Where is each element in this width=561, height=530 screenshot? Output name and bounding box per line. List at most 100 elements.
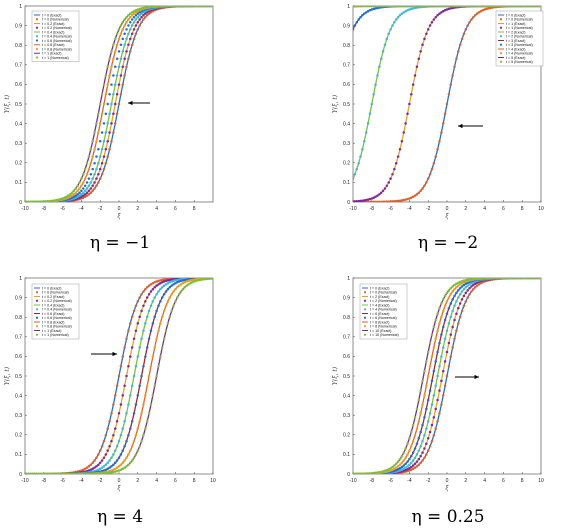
series-point (162, 284, 166, 287)
series-point (72, 195, 76, 199)
series-point (372, 471, 375, 474)
series-point (473, 278, 477, 281)
series-point (142, 403, 145, 406)
series-point (177, 278, 181, 281)
series-point (481, 6, 484, 8)
series-point (164, 283, 168, 286)
series-point (440, 131, 443, 134)
series-point (475, 12, 479, 15)
series-point (142, 14, 145, 17)
series-point (95, 456, 98, 459)
legend-swatch (499, 18, 503, 21)
series-point (164, 290, 168, 293)
series-point (376, 194, 379, 197)
series-point (85, 472, 89, 474)
series-point (110, 439, 113, 443)
series-point (123, 24, 126, 27)
x-tick-label: 10 (538, 478, 544, 484)
series-point (80, 177, 83, 180)
series-point (102, 456, 106, 459)
series-point (168, 281, 172, 284)
x-tick-label: 6 (174, 206, 177, 212)
series-point (97, 453, 100, 456)
series-point (460, 281, 464, 285)
series-point (177, 293, 181, 296)
series-point (119, 32, 123, 36)
series-point (391, 172, 394, 176)
series-point (85, 191, 89, 194)
series-point (145, 296, 149, 299)
series-point (100, 112, 104, 116)
series-point (123, 32, 126, 36)
y-axis-label: Y(ξ, t) (332, 94, 339, 113)
series-point (144, 287, 147, 291)
series-point (159, 355, 162, 358)
series-point (119, 74, 123, 77)
series-point (434, 155, 437, 158)
y-tick-label: 0.9 (343, 295, 350, 301)
series-point (134, 14, 138, 17)
series-point (174, 279, 177, 282)
series-point (402, 459, 406, 462)
series-point (438, 12, 441, 15)
legend-entry: t = 5 (Numerical) (506, 60, 533, 64)
y-tick-label: 0.1 (343, 180, 350, 186)
series-point (127, 14, 130, 17)
series-point (164, 6, 168, 8)
series-point (425, 6, 428, 8)
series-point (432, 325, 436, 329)
series-point (42, 472, 46, 474)
series-point (115, 469, 119, 473)
series-point (402, 131, 406, 134)
series-point (413, 6, 417, 8)
series-point (78, 194, 81, 197)
series-point (441, 346, 445, 349)
series-point (196, 6, 200, 8)
series-point (164, 304, 168, 308)
legend-entry: t = 0.4 (Numerical) (42, 35, 72, 39)
series-point (428, 411, 432, 415)
series-point (117, 469, 121, 472)
series-point (196, 279, 200, 282)
series-point (95, 167, 98, 171)
series-point (36, 472, 40, 474)
series-point (385, 37, 389, 41)
series-point (393, 21, 396, 24)
series-point (170, 284, 173, 287)
series-point (535, 278, 539, 280)
series-point (423, 416, 426, 419)
series-point (432, 369, 436, 373)
series-point (112, 403, 115, 406)
series-point (368, 112, 372, 116)
series-point (127, 364, 130, 368)
series-point (25, 200, 29, 202)
series-point (29, 200, 32, 202)
series-point (59, 197, 62, 201)
series-point (136, 15, 140, 19)
series-point (428, 430, 432, 434)
series-point (440, 403, 443, 406)
series-point (65, 472, 68, 474)
series-point (48, 472, 51, 474)
series-point (50, 472, 53, 474)
series-point (93, 459, 96, 462)
legend-entry: t = 0.2 (Exact) (42, 295, 64, 299)
y-tick-label: 0.3 (343, 413, 350, 419)
x-tick-label: -4 (79, 478, 84, 484)
series-point (151, 355, 155, 358)
series-point (132, 37, 136, 41)
series-point (185, 280, 188, 283)
series-point (129, 449, 132, 452)
series-point (136, 21, 140, 24)
y-tick-label: 0.4 (343, 393, 350, 399)
series-point (483, 8, 486, 11)
series-point (204, 6, 207, 8)
series-point (72, 189, 76, 193)
legend-swatch (35, 299, 39, 302)
series-point (368, 6, 372, 8)
series-point (153, 346, 156, 349)
series-point (159, 287, 162, 291)
series-point (98, 102, 102, 106)
series-point (112, 43, 115, 47)
series-point (113, 427, 117, 430)
